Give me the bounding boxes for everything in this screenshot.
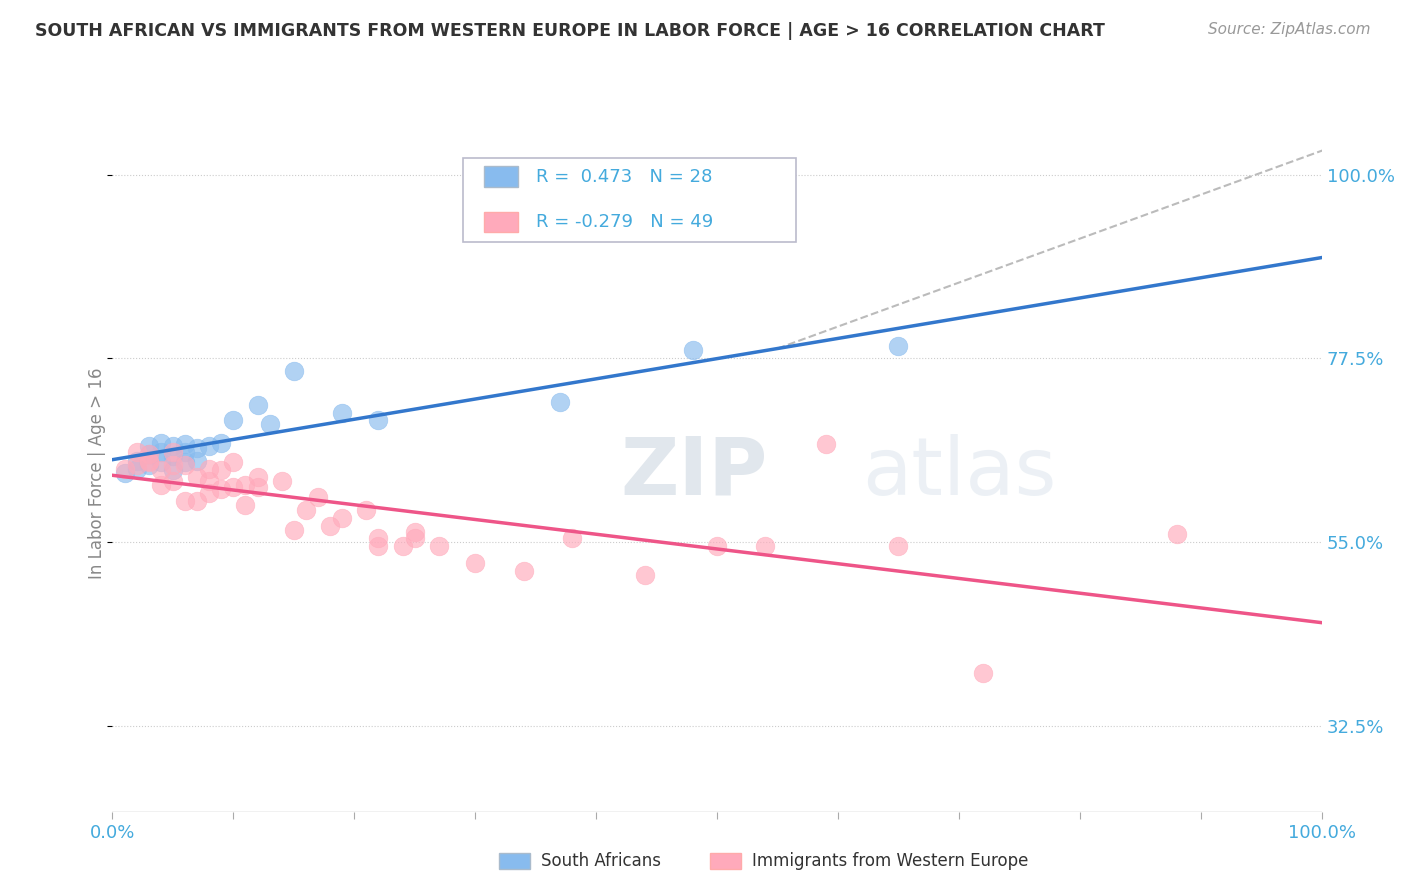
Point (887, 339, 910, 353)
Point (149, 445, 172, 459)
Point (198, 474, 221, 488)
Point (114, 466, 136, 480)
Point (283, 523, 305, 537)
Bar (710, 853, 741, 869)
Text: Source: ZipAtlas.com: Source: ZipAtlas.com (1208, 22, 1371, 37)
Point (246, 398, 269, 412)
Point (198, 486, 221, 500)
Point (356, 502, 378, 516)
Text: ZIP: ZIP (620, 434, 768, 512)
FancyBboxPatch shape (484, 166, 517, 186)
Point (235, 499, 257, 513)
Point (186, 470, 208, 484)
Point (174, 494, 197, 508)
Point (174, 437, 197, 451)
Point (404, 525, 426, 540)
Point (330, 510, 353, 524)
Point (887, 539, 910, 553)
Point (307, 490, 329, 504)
Point (149, 478, 172, 492)
Point (270, 474, 292, 488)
Point (149, 455, 172, 469)
Point (246, 480, 269, 494)
Point (162, 474, 184, 488)
Point (198, 461, 221, 475)
Point (548, 394, 571, 409)
Point (972, 665, 994, 680)
Point (754, 539, 776, 553)
Bar (499, 853, 530, 869)
Point (138, 447, 160, 461)
Text: Immigrants from Western Europe: Immigrants from Western Europe (752, 852, 1029, 870)
Point (259, 417, 281, 431)
Point (198, 439, 221, 453)
Point (706, 539, 728, 553)
Point (367, 531, 389, 545)
Point (162, 445, 184, 459)
Point (246, 470, 269, 484)
Point (633, 567, 655, 582)
Point (235, 478, 257, 492)
Point (682, 343, 704, 358)
Point (186, 442, 208, 456)
Point (162, 463, 184, 477)
Point (512, 564, 534, 578)
Point (367, 539, 389, 553)
Point (209, 463, 232, 477)
FancyBboxPatch shape (463, 158, 796, 243)
Point (125, 458, 148, 472)
Point (186, 494, 208, 508)
Point (138, 458, 160, 472)
Point (814, 437, 837, 451)
Point (209, 482, 232, 496)
Point (138, 447, 160, 461)
Text: R = -0.279   N = 49: R = -0.279 N = 49 (536, 213, 713, 231)
Text: R =  0.473   N = 28: R = 0.473 N = 28 (536, 168, 711, 186)
Point (125, 461, 148, 475)
Point (174, 455, 197, 469)
FancyBboxPatch shape (484, 211, 517, 232)
Point (319, 519, 342, 533)
Y-axis label: In Labor Force | Age > 16: In Labor Force | Age > 16 (87, 367, 105, 579)
Point (138, 455, 160, 469)
Point (138, 439, 160, 453)
Point (330, 406, 353, 420)
Text: atlas: atlas (862, 434, 1056, 512)
Point (162, 458, 184, 472)
Point (149, 435, 172, 450)
Point (295, 502, 318, 516)
Point (186, 453, 208, 467)
Point (367, 412, 389, 426)
Point (125, 445, 148, 459)
Point (222, 480, 245, 494)
Point (222, 455, 245, 469)
Point (209, 435, 232, 450)
Point (125, 453, 148, 467)
Point (114, 461, 136, 475)
Point (283, 364, 305, 378)
Point (162, 450, 184, 464)
Point (404, 531, 426, 545)
Point (174, 445, 197, 459)
Point (149, 463, 172, 477)
Point (222, 412, 245, 426)
Point (391, 539, 413, 553)
Point (174, 458, 197, 472)
Text: SOUTH AFRICAN VS IMMIGRANTS FROM WESTERN EUROPE IN LABOR FORCE | AGE > 16 CORREL: SOUTH AFRICAN VS IMMIGRANTS FROM WESTERN… (35, 22, 1105, 40)
Point (427, 539, 450, 553)
Point (1166, 527, 1188, 541)
Point (162, 439, 184, 453)
Point (561, 531, 583, 545)
Point (464, 556, 486, 570)
Point (138, 453, 160, 467)
Text: South Africans: South Africans (541, 852, 661, 870)
